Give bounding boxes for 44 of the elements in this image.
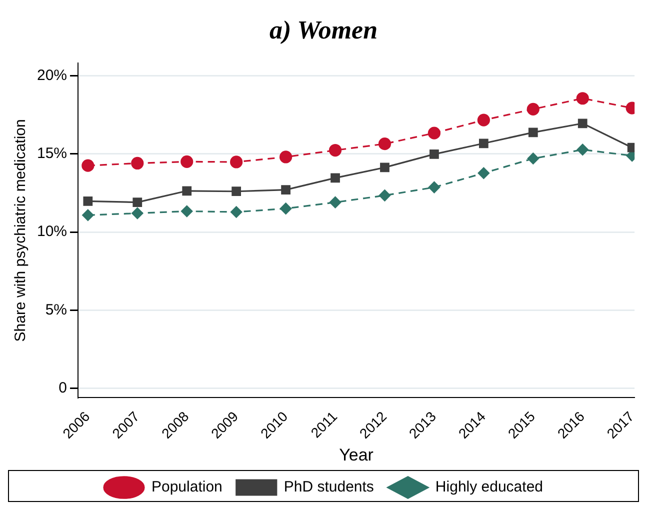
point	[281, 185, 290, 194]
legend-label: PhD students	[284, 478, 374, 496]
point	[527, 152, 539, 164]
y-tick-label: 20%	[36, 66, 68, 84]
point	[578, 118, 588, 128]
y-tick-label: 15%	[36, 145, 68, 162]
point	[230, 156, 243, 168]
point	[82, 159, 94, 172]
point	[478, 167, 490, 179]
point	[132, 207, 144, 220]
point	[182, 186, 192, 196]
y-tick-label: 0	[58, 379, 68, 396]
point	[181, 205, 193, 218]
point	[380, 162, 390, 172]
point	[378, 138, 392, 150]
point	[328, 144, 342, 157]
point	[428, 182, 440, 194]
point	[576, 92, 589, 105]
point	[232, 186, 242, 196]
point	[230, 206, 242, 218]
point	[428, 126, 441, 140]
point	[477, 114, 490, 126]
point	[180, 155, 194, 168]
point	[280, 202, 292, 214]
y-tick-label: 5%	[45, 301, 68, 318]
point	[82, 209, 94, 221]
point	[329, 196, 342, 208]
legend-label: Highly educated	[435, 478, 544, 496]
point	[526, 102, 540, 116]
point	[279, 150, 292, 164]
x-axis-title: Year	[339, 445, 374, 464]
point	[83, 196, 93, 206]
point	[576, 144, 588, 156]
point	[132, 198, 142, 208]
point	[478, 138, 488, 148]
point	[528, 128, 538, 138]
point	[330, 173, 340, 183]
chart-title: a) Women	[269, 15, 378, 44]
y-axis-title: Share with psychiatric medication	[12, 119, 30, 342]
point	[131, 156, 144, 170]
legend-label: Population	[151, 478, 222, 496]
point	[430, 149, 439, 159]
point	[378, 190, 391, 202]
y-tick-label: 10%	[36, 223, 68, 240]
